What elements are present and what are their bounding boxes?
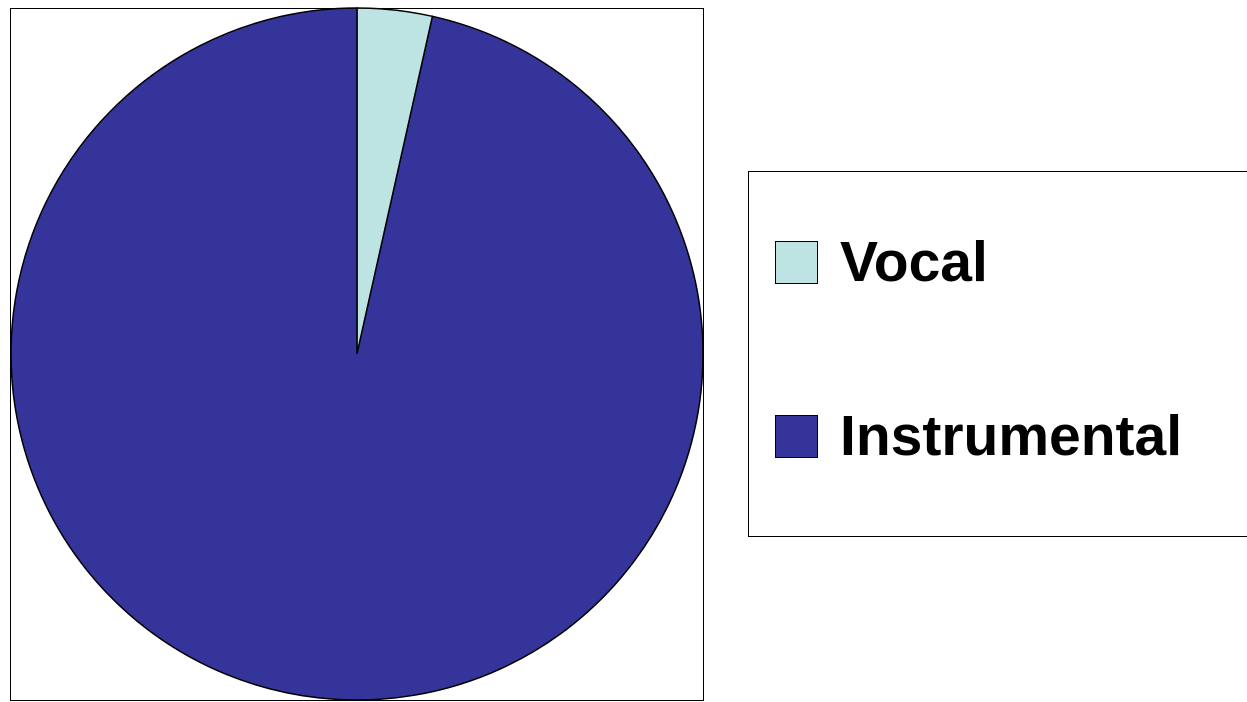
legend-label-vocal: Vocal <box>840 230 988 294</box>
pie-slice-instrumental <box>10 7 704 701</box>
legend-swatch-instrumental <box>775 415 818 458</box>
legend-item-vocal: Vocal <box>775 234 988 291</box>
legend-swatch-vocal <box>775 241 818 284</box>
legend: Vocal Instrumental <box>748 171 1247 537</box>
legend-item-instrumental: Instrumental <box>775 408 1182 465</box>
legend-label-instrumental: Instrumental <box>840 404 1183 468</box>
